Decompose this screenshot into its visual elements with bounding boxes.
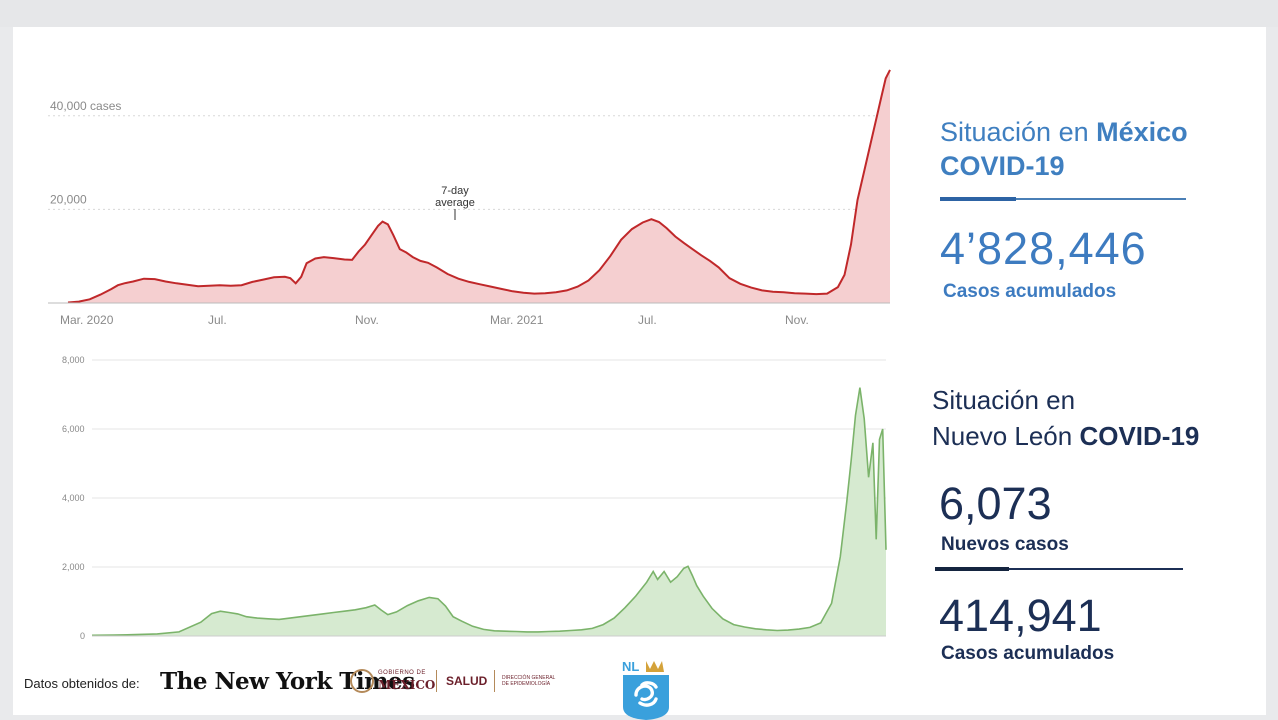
- top-strip: [0, 0, 1278, 27]
- nl-cumulative-label: Casos acumulados: [941, 643, 1115, 664]
- mexico-subtitle: COVID-19: [940, 151, 1065, 181]
- annotation-line2: average: [435, 197, 475, 209]
- nuevo-leon-title: Situación en Nuevo León COVID-19: [932, 382, 1262, 454]
- mexico-cases-chart: 20,000 40,000 cases Mar. 2020 Jul. Nov. Mar. …: [48, 69, 891, 327]
- x-tick-label: Jul.: [638, 313, 657, 327]
- y-tick-label: 20,000: [50, 192, 87, 206]
- nl-new-cases-value: 6,073: [939, 478, 1052, 529]
- x-tick-label: Jul.: [208, 313, 227, 327]
- annotation-line1: 7-day: [441, 185, 469, 197]
- nl-title-line2-light: Nuevo León: [932, 421, 1073, 451]
- y-tick-label: 6,000: [62, 424, 85, 434]
- gob-small-text: GOBIERNO DE: [378, 670, 426, 676]
- y-tick-label: 40,000 cases: [50, 99, 121, 113]
- mexico-area: [68, 69, 890, 304]
- nl-new-cases-label: Nuevos casos: [941, 534, 1069, 555]
- nl-title-line1: Situación en: [932, 385, 1076, 415]
- nl-divider-accent: [935, 567, 1009, 571]
- nl-title-line2-bold: COVID-19: [1079, 421, 1200, 451]
- x-tick-label: Nov.: [355, 313, 379, 327]
- mexico-title-bold: México: [1096, 117, 1188, 147]
- nl-line: [91, 387, 887, 637]
- nl-cumulative-value: 414,941: [939, 590, 1102, 641]
- mexico-divider-accent: [940, 197, 1016, 201]
- logo-divider: [436, 670, 437, 692]
- mexico-title-light: Situación en: [940, 117, 1089, 147]
- nuevo-leon-cases-chart: 2,000 4,000 6,000 8,000 0: [62, 355, 887, 641]
- mexico-cumulative-value: 4’828,446: [940, 223, 1147, 274]
- crown-icon: [646, 661, 664, 672]
- x-tick-label: Mar. 2021: [490, 313, 544, 327]
- mexico-cumulative-label: Casos acumulados: [943, 281, 1117, 302]
- gob-mexico-text: MÉXICO: [378, 678, 436, 692]
- y-tick-label: 2,000: [62, 562, 85, 572]
- y-tick-label: 0: [80, 631, 85, 641]
- direccion-text: DIRECCIÓN GENERAL DE EPIDEMIOLOGÍA: [502, 675, 556, 687]
- mexico-seal-icon: [350, 669, 374, 693]
- gobierno-mexico-salud-logo: GOBIERNO DE MÉXICO SALUD DIRECCIÓN GENER…: [350, 668, 560, 698]
- mexico-title: Situación en México COVID-19: [940, 115, 1260, 183]
- nl-divider: [935, 568, 1183, 570]
- nl-area: [92, 387, 886, 636]
- y-tick-label: 8,000: [62, 355, 85, 365]
- x-tick-label: Nov.: [785, 313, 809, 327]
- salud-text: SALUD: [446, 674, 488, 688]
- mexico-divider: [940, 198, 1186, 200]
- x-tick-label: Mar. 2020: [60, 313, 114, 327]
- nuevo-leon-logo: NL: [622, 659, 669, 720]
- source-label: Datos obtenidos de:: [24, 676, 140, 691]
- y-tick-label: 4,000: [62, 493, 85, 503]
- mexico-panel: Situación en México COVID-19 4’828,446 C…: [940, 115, 1260, 302]
- mexico-line: [67, 69, 891, 304]
- nl-logo-text: NL: [622, 659, 639, 674]
- logo-divider: [494, 670, 495, 692]
- nuevo-leon-panel: Situación en Nuevo León COVID-19 6,073 N…: [932, 382, 1262, 664]
